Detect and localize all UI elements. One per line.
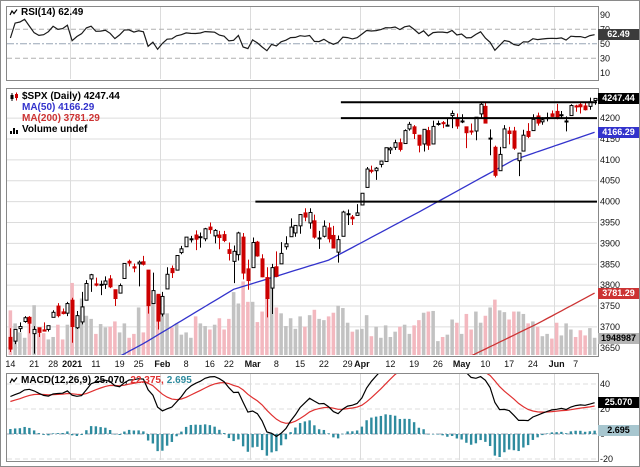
svg-text:20: 20 <box>600 404 610 414</box>
svg-text:Jun: Jun <box>549 359 565 369</box>
rsi-line <box>9 18 595 52</box>
svg-text:8: 8 <box>274 359 279 369</box>
svg-text:7: 7 <box>573 359 578 369</box>
svg-text:28: 28 <box>48 359 58 369</box>
svg-text:-20: -20 <box>600 454 613 464</box>
svg-text:19: 19 <box>115 359 125 369</box>
svg-text:4000: 4000 <box>600 197 620 207</box>
svg-text:25: 25 <box>134 359 144 369</box>
svg-text:19: 19 <box>409 359 419 369</box>
volume-bars <box>8 277 597 355</box>
svg-text:21: 21 <box>29 359 39 369</box>
svg-text:90: 90 <box>600 10 610 20</box>
svg-text:12: 12 <box>385 359 395 369</box>
svg-text:4050: 4050 <box>600 176 620 186</box>
svg-text:3750: 3750 <box>600 301 620 311</box>
candles <box>8 97 598 354</box>
svg-text:10: 10 <box>480 359 490 369</box>
svg-text:14: 14 <box>5 359 15 369</box>
svg-text:22: 22 <box>224 359 234 369</box>
svg-text:16: 16 <box>205 359 215 369</box>
svg-text:40: 40 <box>600 379 610 389</box>
svg-text:4200: 4200 <box>600 113 620 123</box>
svg-text:50: 50 <box>600 39 610 49</box>
svg-text:11: 11 <box>91 359 100 369</box>
svg-text:15: 15 <box>295 359 305 369</box>
svg-text:8: 8 <box>184 359 189 369</box>
macd-line <box>10 374 595 438</box>
svg-text:30: 30 <box>600 53 610 63</box>
svg-text:26: 26 <box>433 359 443 369</box>
svg-text:0: 0 <box>600 429 605 439</box>
svg-text:Mar: Mar <box>245 359 262 369</box>
svg-text:2021: 2021 <box>62 359 82 369</box>
svg-text:Apr: Apr <box>354 359 370 369</box>
x-axis-labels: 14 21 28 2021 11 19 25 Feb 8 16 22 Mar 8 15 22 29 Apr 12 1… <box>5 359 578 369</box>
ma200-line <box>471 292 595 355</box>
svg-text:70: 70 <box>600 24 610 34</box>
svg-text:4100: 4100 <box>600 155 620 165</box>
svg-text:3900: 3900 <box>600 238 620 248</box>
svg-text:10: 10 <box>600 68 610 78</box>
macd-histogram <box>9 414 596 458</box>
svg-text:3650: 3650 <box>600 343 620 353</box>
svg-text:May: May <box>453 359 471 369</box>
svg-text:4150: 4150 <box>600 134 620 144</box>
svg-text:3800: 3800 <box>600 280 620 290</box>
panel-borders <box>6 6 599 462</box>
svg-text:29: 29 <box>343 359 353 369</box>
svg-text:Feb: Feb <box>154 359 171 369</box>
svg-text:3700: 3700 <box>600 322 620 332</box>
svg-text:3850: 3850 <box>600 259 620 269</box>
svg-text:24: 24 <box>528 359 538 369</box>
rsi-grid: 90 70 50 30 10 <box>7 10 610 78</box>
svg-text:22: 22 <box>319 359 329 369</box>
svg-text:17: 17 <box>504 359 514 369</box>
svg-text:3950: 3950 <box>600 218 620 228</box>
macd-signal-line <box>10 374 595 424</box>
